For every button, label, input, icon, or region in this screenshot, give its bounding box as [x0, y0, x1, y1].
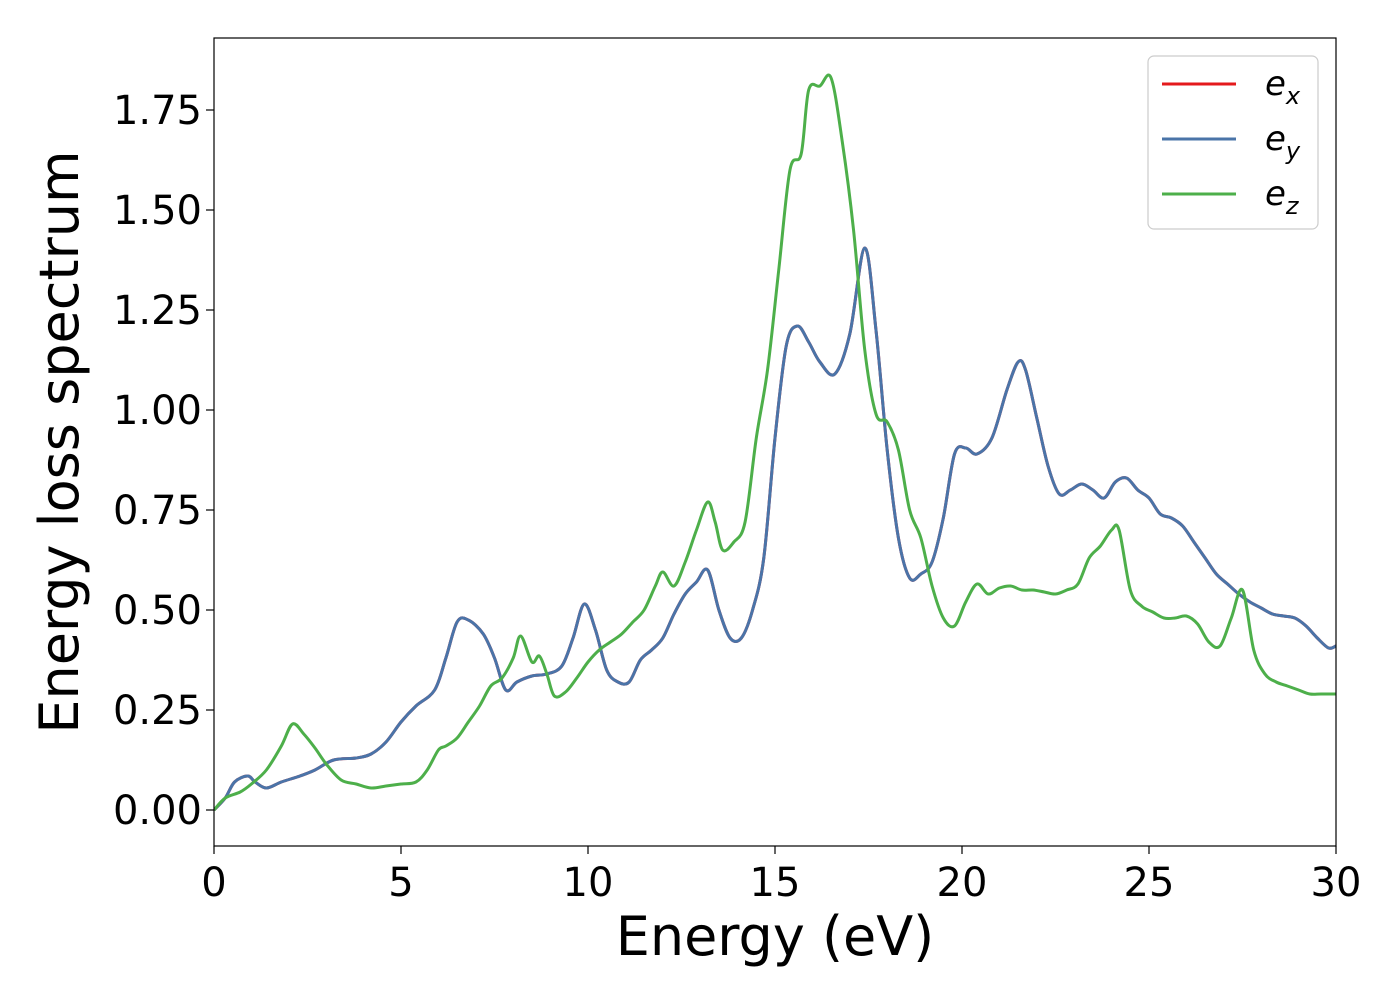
y-axis: 0.00 0.25 0.50 0.75 1.00 1.25 1.50 1.75: [113, 88, 214, 834]
y-tick-label: 1.75: [113, 88, 202, 134]
y-tick-label: 0.50: [113, 588, 202, 634]
y-tick-label: 0.25: [113, 688, 202, 734]
x-tick-label: 0: [201, 860, 226, 906]
x-tick-label: 5: [388, 860, 413, 906]
y-tick-label: 0.00: [113, 788, 202, 834]
y-tick-label: 0.75: [113, 488, 202, 534]
legend-box: [1147, 55, 1319, 230]
y-tick-label: 1.50: [113, 188, 202, 234]
y-axis-label: Energy loss spectrum: [28, 150, 91, 733]
x-axis-label: Energy (eV): [616, 905, 935, 968]
series-line-e-y: [214, 246, 1336, 812]
x-tick-label: 30: [1311, 860, 1362, 906]
series-line-e-z: [214, 73, 1336, 812]
y-tick-label: 1.25: [113, 288, 202, 334]
x-tick-label: 20: [937, 860, 988, 906]
series-layer: [214, 73, 1336, 812]
x-tick-label: 15: [750, 860, 801, 906]
x-axis: 0 5 10 15 20 25 30: [201, 846, 1361, 906]
x-tick-label: 25: [1124, 860, 1175, 906]
y-tick-label: 1.00: [113, 388, 202, 434]
x-tick-label: 10: [563, 860, 614, 906]
